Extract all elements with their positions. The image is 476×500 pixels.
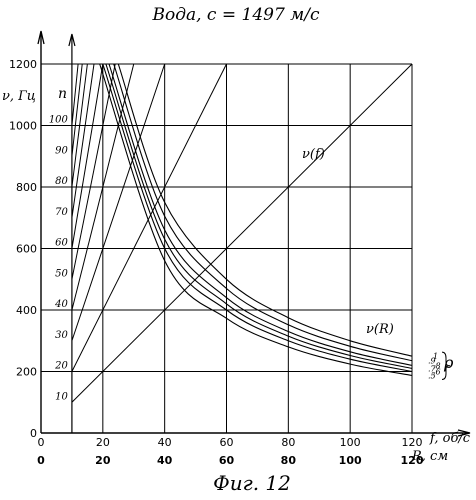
v-f-line [71, 63, 88, 188]
chart-title: Вода, c = 1497 м/с [151, 5, 320, 25]
n-axis-arrow [68, 33, 76, 47]
f-tick-label: 0 [38, 436, 45, 449]
rho-tick-label: .8 [433, 361, 441, 370]
n-axis-label: n [58, 86, 67, 102]
n-tick-label: 60 [55, 238, 68, 249]
f-tick-label: 20 [96, 436, 110, 449]
R-tick-label: 60 [219, 454, 235, 467]
v-R-curve [117, 63, 413, 357]
v-R-curve [105, 63, 413, 369]
v-f-line [71, 63, 83, 157]
v-f-label: ν(f) [302, 147, 325, 162]
v-f-line [71, 63, 116, 280]
v-R-curve [102, 63, 413, 373]
x-axis-label-R: R, см [411, 449, 448, 464]
v-f-line [71, 63, 227, 372]
n-tick-label: 70 [55, 207, 68, 218]
rho-tick-label: .9 [428, 357, 436, 366]
R-tick-label: 120 [401, 454, 424, 467]
y-tick-label: 1200 [9, 58, 37, 71]
rho-tick-label: .7 [428, 364, 437, 373]
R-tick-label: 80 [281, 454, 297, 467]
f-tick-label: 60 [220, 436, 234, 449]
rho-tick-label: .6 [433, 368, 441, 377]
n-tick-label: 50 [55, 268, 68, 279]
x-axis-arrow [457, 429, 471, 437]
rho-tick-label: 1 [433, 352, 438, 361]
y-tick-label: 200 [16, 366, 37, 379]
R-tick-label: 0 [37, 454, 45, 467]
rho-brace [441, 351, 451, 380]
R-tick-label: 100 [339, 454, 362, 467]
x-axis-label-f: f, об/с [429, 431, 471, 446]
y-tick-label: 0 [30, 427, 37, 440]
y-tick-label: 400 [16, 304, 37, 317]
y-axis-label: ν, Гц [2, 89, 36, 104]
n-tick-label: 90 [55, 145, 68, 156]
v-f-line [71, 63, 135, 311]
v-f-line [71, 63, 95, 218]
y-tick-label: 800 [16, 181, 37, 194]
n-tick-label: 100 [49, 115, 69, 126]
v-f-line [71, 63, 104, 249]
f-tick-label: 120 [402, 436, 423, 449]
v-R-curve [113, 63, 413, 362]
v-f-line [71, 63, 166, 341]
y-tick-label: 600 [16, 243, 37, 256]
f-tick-label: 80 [281, 436, 295, 449]
rho-tick-label: .5 [428, 371, 436, 380]
v-f-line [71, 63, 79, 126]
n-tick-label: 10 [55, 391, 68, 402]
f-tick-label: 100 [340, 436, 361, 449]
n-tick-label: 30 [55, 330, 68, 341]
n-tick-label: 40 [54, 299, 68, 310]
rho-label: ρ [443, 353, 454, 372]
figure-caption: Фиг. 12 [213, 471, 291, 495]
R-tick-label: 40 [157, 454, 173, 467]
v-R-curve [99, 63, 413, 377]
y-tick-label: 1000 [9, 120, 37, 133]
v-R-label: ν(R) [366, 322, 394, 337]
n-tick-label: 20 [54, 361, 68, 372]
n-tick-label: 80 [55, 176, 68, 187]
v-R-curve [108, 63, 413, 366]
R-tick-label: 20 [95, 454, 111, 467]
f-tick-label: 40 [158, 436, 172, 449]
v-f-line [71, 63, 413, 403]
y-axis-arrow [37, 30, 45, 45]
